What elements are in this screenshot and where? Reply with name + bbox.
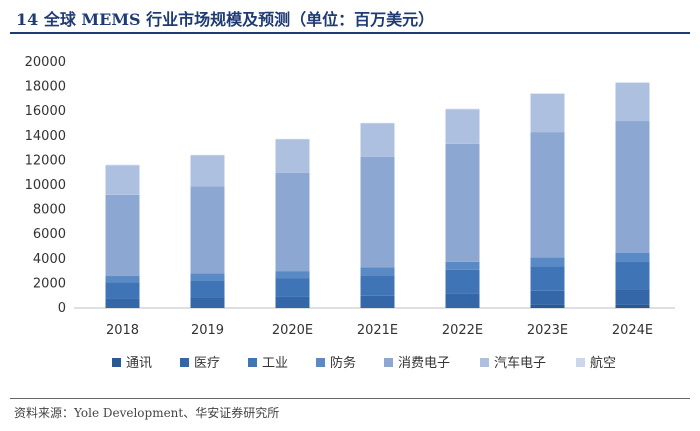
bar-segment (615, 82, 650, 83)
bar-segment (445, 261, 480, 270)
bar-segment (615, 304, 650, 308)
legend-swatch (112, 358, 121, 367)
bar-segment (615, 261, 650, 290)
bar-segment (530, 304, 565, 308)
legend-swatch (576, 358, 585, 367)
y-tick-label: 8000 (33, 203, 66, 218)
bar-segment (615, 121, 650, 253)
legend-swatch (480, 358, 489, 367)
legend-swatch (384, 358, 393, 367)
legend-swatch (248, 358, 257, 367)
legend-label: 消费电子 (398, 356, 450, 371)
bar-segment (360, 276, 395, 296)
y-tick-label: 2000 (33, 276, 66, 291)
bar-segment (615, 289, 650, 305)
x-tick-label: 2021E (357, 323, 398, 338)
bar-segment (360, 123, 395, 157)
legend-swatch (180, 358, 189, 367)
y-tick-label: 6000 (33, 227, 66, 242)
x-tick-label: 2023E (527, 323, 568, 338)
bar-segment (360, 267, 395, 277)
bar-segment (190, 155, 225, 187)
bar-segment (105, 194, 140, 277)
bar-segment (530, 290, 565, 305)
bar-segment (360, 122, 395, 124)
x-tick-label: 2020E (272, 323, 313, 338)
bar-segment (275, 172, 310, 272)
legend-label: 防务 (330, 355, 356, 371)
bar-segment (360, 295, 395, 308)
bar-segment (530, 93, 565, 94)
legend-label: 工业 (262, 356, 288, 371)
bar-segment (530, 93, 565, 133)
bar-segment (275, 138, 310, 140)
bar-segment (530, 266, 565, 291)
legend-label: 通讯 (126, 356, 152, 371)
bar-segment (190, 154, 225, 156)
bar-segment (105, 276, 140, 283)
y-tick-label: 12000 (25, 153, 66, 168)
y-tick-label: 18000 (25, 80, 66, 95)
bar-segment (105, 298, 140, 308)
figure-title: 14 全球 MEMS 行业市场规模及预测（单位：百万美元） (16, 10, 435, 29)
bar-segment (445, 143, 480, 262)
y-tick-label: 4000 (33, 252, 66, 267)
bar-segment (615, 252, 650, 262)
bar-segment (190, 273, 225, 281)
legend-swatch (316, 358, 325, 367)
bar-segment (615, 82, 650, 122)
bar-segment (445, 269, 480, 294)
bar-segment (190, 297, 225, 308)
bar-segment (105, 165, 140, 195)
legend-label: 汽车电子 (494, 355, 546, 371)
legend-label: 医疗 (194, 356, 220, 371)
bar-segment (530, 132, 565, 258)
y-tick-label: 10000 (25, 178, 66, 193)
bar-segment (190, 186, 225, 274)
bar-segment (105, 282, 140, 299)
bar-segment (190, 280, 225, 298)
legend-label: 航空 (590, 355, 616, 371)
source-rule (10, 398, 690, 399)
bar-segment (105, 164, 140, 166)
bar-segment (275, 278, 310, 297)
y-tick-label: 20000 (25, 55, 66, 70)
bar-segment (445, 293, 480, 308)
bar-segment (445, 109, 480, 144)
x-tick-label: 2022E (442, 323, 483, 338)
title-rule (10, 32, 690, 34)
y-tick-label: 14000 (25, 129, 66, 144)
bar-segment (275, 271, 310, 279)
y-tick-label: 16000 (25, 104, 66, 119)
source-note: 资料来源：Yole Development、华安证券研究所 (14, 406, 280, 420)
bar-segment (530, 257, 565, 267)
x-tick-label: 2019 (191, 323, 224, 338)
bar-segment (275, 139, 310, 173)
x-tick-label: 2018 (106, 323, 139, 338)
y-tick-label: 0 (58, 301, 66, 316)
x-tick-label: 2024E (612, 323, 653, 338)
bar-segment (275, 296, 310, 308)
bar-segment (445, 108, 480, 110)
bar-segment (360, 156, 395, 268)
